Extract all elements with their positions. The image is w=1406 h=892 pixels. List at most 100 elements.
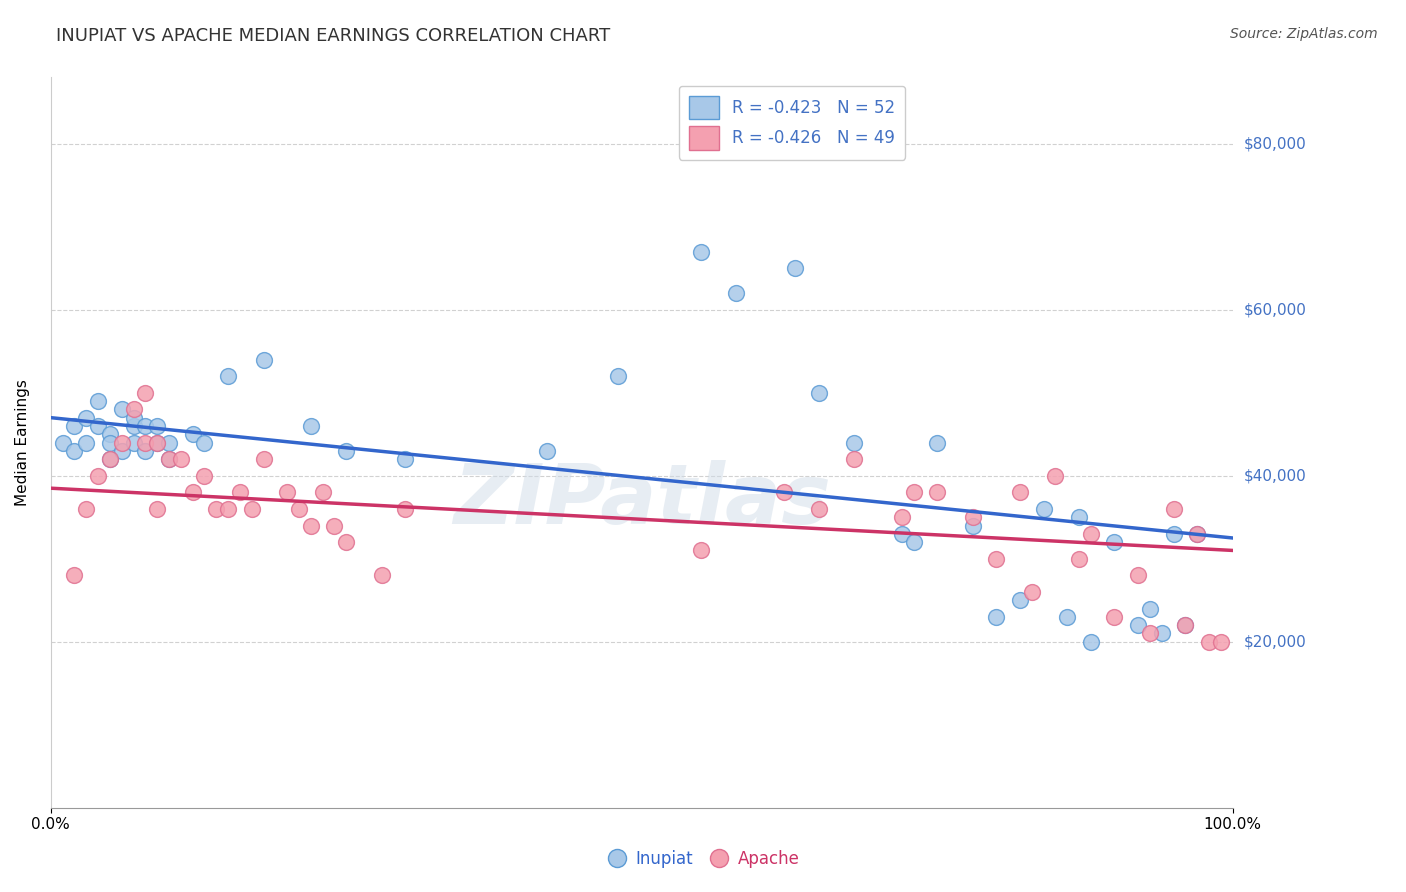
Inupiat [962, 518, 984, 533]
Inupiat [844, 435, 866, 450]
Inupiat [87, 419, 110, 434]
Apache [240, 502, 263, 516]
Inupiat [146, 435, 169, 450]
Inupiat [1126, 618, 1149, 632]
Legend: Inupiat, Apache: Inupiat, Apache [600, 844, 806, 875]
Apache [1209, 634, 1232, 648]
Apache [962, 510, 984, 524]
Apache [311, 485, 333, 500]
Apache [63, 568, 86, 582]
Apache [1067, 551, 1090, 566]
Inupiat [122, 419, 145, 434]
Apache [371, 568, 394, 582]
Inupiat [890, 526, 912, 541]
Inupiat [1185, 526, 1208, 541]
Inupiat [299, 419, 322, 434]
Inupiat [75, 435, 97, 450]
Inupiat [157, 452, 180, 467]
Inupiat [122, 410, 145, 425]
Inupiat [252, 352, 274, 367]
Apache [98, 452, 121, 467]
Inupiat [181, 427, 204, 442]
Text: INUPIAT VS APACHE MEDIAN EARNINGS CORRELATION CHART: INUPIAT VS APACHE MEDIAN EARNINGS CORREL… [56, 27, 610, 45]
Apache [903, 485, 925, 500]
Inupiat [1080, 634, 1102, 648]
Apache [927, 485, 949, 500]
Apache [1080, 526, 1102, 541]
Apache [75, 502, 97, 516]
Inupiat [217, 369, 239, 384]
Apache [1198, 634, 1220, 648]
Apache [193, 468, 215, 483]
Inupiat [536, 443, 558, 458]
Apache [890, 510, 912, 524]
Text: $40,000: $40,000 [1244, 468, 1306, 483]
Inupiat [87, 394, 110, 409]
Apache [1126, 568, 1149, 582]
Apache [87, 468, 110, 483]
Inupiat [1067, 510, 1090, 524]
Inupiat [1139, 601, 1161, 615]
Inupiat [63, 419, 86, 434]
Text: ZIPatlas: ZIPatlas [453, 460, 831, 541]
Inupiat [927, 435, 949, 450]
Inupiat [335, 443, 357, 458]
Apache [772, 485, 794, 500]
Inupiat [1032, 502, 1054, 516]
Apache [252, 452, 274, 467]
Apache [689, 543, 711, 558]
Apache [1021, 585, 1043, 599]
Apache [335, 535, 357, 549]
Inupiat [122, 435, 145, 450]
Apache [229, 485, 252, 500]
Y-axis label: Median Earnings: Median Earnings [15, 379, 30, 506]
Inupiat [689, 244, 711, 259]
Apache [205, 502, 228, 516]
Inupiat [111, 402, 134, 417]
Apache [111, 435, 134, 450]
Apache [276, 485, 298, 500]
Inupiat [607, 369, 630, 384]
Inupiat [1174, 618, 1197, 632]
Apache [1163, 502, 1185, 516]
Inupiat [134, 443, 156, 458]
Inupiat [98, 435, 121, 450]
Inupiat [63, 443, 86, 458]
Inupiat [75, 410, 97, 425]
Apache [170, 452, 193, 467]
Apache [299, 518, 322, 533]
Inupiat [1150, 626, 1173, 640]
Inupiat [808, 385, 831, 400]
Apache [1185, 526, 1208, 541]
Inupiat [146, 419, 169, 434]
Apache [1008, 485, 1031, 500]
Apache [122, 402, 145, 417]
Inupiat [1163, 526, 1185, 541]
Apache [808, 502, 831, 516]
Apache [134, 435, 156, 450]
Inupiat [785, 261, 807, 276]
Inupiat [1008, 593, 1031, 607]
Text: $60,000: $60,000 [1244, 302, 1306, 318]
Apache [146, 502, 169, 516]
Inupiat [157, 435, 180, 450]
Apache [134, 385, 156, 400]
Inupiat [134, 419, 156, 434]
Inupiat [98, 427, 121, 442]
Legend: R = -0.423   N = 52, R = -0.426   N = 49: R = -0.423 N = 52, R = -0.426 N = 49 [679, 86, 905, 160]
Text: $80,000: $80,000 [1244, 136, 1306, 152]
Text: Source: ZipAtlas.com: Source: ZipAtlas.com [1230, 27, 1378, 41]
Inupiat [98, 452, 121, 467]
Apache [1104, 610, 1126, 624]
Apache [986, 551, 1008, 566]
Apache [1174, 618, 1197, 632]
Inupiat [1056, 610, 1078, 624]
Apache [394, 502, 416, 516]
Apache [217, 502, 239, 516]
Inupiat [1104, 535, 1126, 549]
Inupiat [193, 435, 215, 450]
Inupiat [725, 286, 748, 301]
Apache [288, 502, 311, 516]
Apache [181, 485, 204, 500]
Apache [157, 452, 180, 467]
